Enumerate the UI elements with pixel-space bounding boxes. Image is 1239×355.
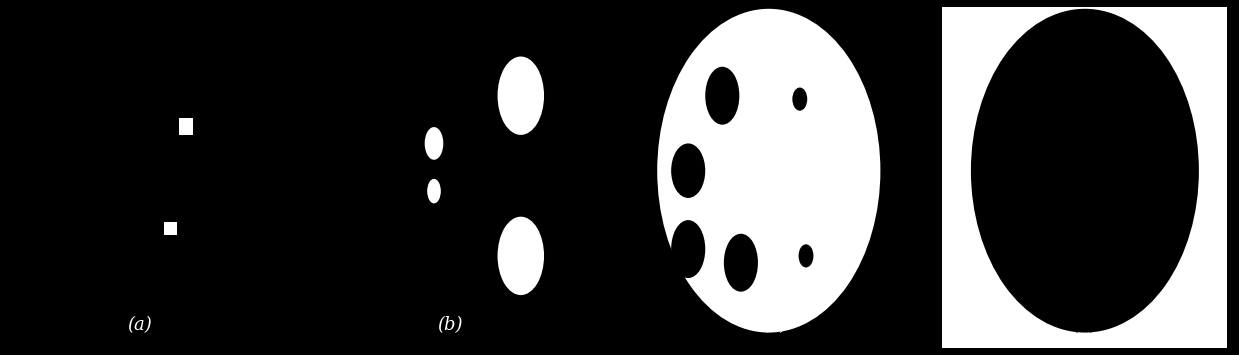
Bar [165,222,177,235]
Ellipse shape [705,67,740,125]
Ellipse shape [793,88,808,111]
Ellipse shape [427,179,441,203]
Ellipse shape [498,56,544,135]
Ellipse shape [425,127,444,160]
Text: (d): (d) [1072,316,1098,334]
Ellipse shape [799,244,814,267]
Ellipse shape [657,9,881,333]
Bar [178,118,193,135]
Text: (c): (c) [763,316,787,334]
Ellipse shape [672,220,705,278]
Ellipse shape [672,143,705,198]
Text: (b): (b) [437,316,462,334]
Ellipse shape [971,9,1199,333]
Text: (a): (a) [128,316,152,334]
Ellipse shape [498,217,544,295]
Ellipse shape [724,234,758,292]
